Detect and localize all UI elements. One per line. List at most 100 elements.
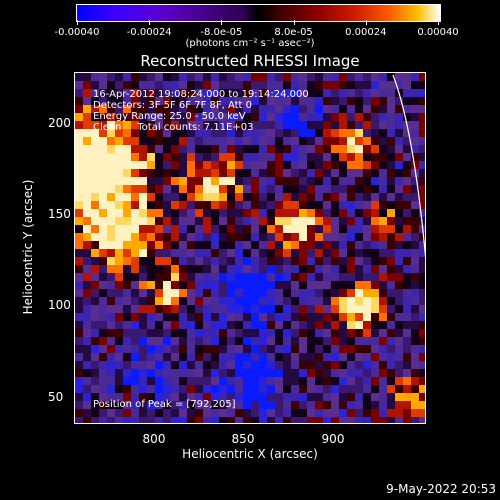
image-pixel: [131, 345, 140, 354]
image-pixel: [283, 297, 292, 306]
image-pixel: [75, 401, 84, 410]
image-pixel: [267, 209, 276, 218]
image-pixel: [395, 121, 404, 130]
image-pixel: [243, 217, 252, 226]
image-pixel: [331, 201, 340, 210]
image-pixel: [75, 289, 84, 298]
image-pixel: [267, 265, 276, 274]
image-pixel: [267, 129, 276, 138]
image-pixel: [251, 121, 260, 130]
image-pixel: [139, 361, 148, 370]
image-pixel: [91, 289, 100, 298]
image-pixel: [419, 321, 425, 330]
image-pixel: [83, 265, 92, 274]
image-pixel: [219, 81, 228, 90]
image-pixel: [315, 313, 324, 322]
image-pixel: [211, 297, 220, 306]
image-pixel: [251, 177, 260, 186]
image-pixel: [107, 273, 116, 282]
image-pixel: [355, 297, 364, 306]
image-pixel: [163, 161, 172, 170]
image-pixel: [243, 345, 252, 354]
image-pixel: [155, 353, 164, 362]
image-pixel: [323, 105, 332, 114]
image-pixel: [219, 201, 228, 210]
image-pixel: [403, 217, 412, 226]
image-pixel: [331, 145, 340, 154]
image-pixel: [203, 361, 212, 370]
image-pixel: [403, 313, 412, 322]
image-pixel: [211, 185, 220, 194]
image-pixel: [403, 201, 412, 210]
image-pixel: [211, 113, 220, 122]
image-pixel: [275, 129, 284, 138]
image-pixel: [91, 89, 100, 98]
image-pixel: [371, 409, 380, 418]
image-pixel: [339, 89, 348, 98]
image-pixel: [331, 377, 340, 386]
image-pixel: [75, 337, 84, 346]
image-pixel: [259, 361, 268, 370]
image-pixel: [267, 137, 276, 146]
image-pixel: [91, 321, 100, 330]
colorbar-units: (photons cm⁻² s⁻¹ asec⁻²): [185, 38, 315, 49]
image-pixel: [155, 417, 164, 423]
image-pixel: [195, 385, 204, 394]
image-pixel: [171, 401, 180, 410]
image-pixel: [363, 217, 372, 226]
image-pixel: [283, 385, 292, 394]
image-pixel: [371, 281, 380, 290]
image-pixel: [403, 257, 412, 266]
image-pixel: [339, 409, 348, 418]
image-pixel: [403, 73, 412, 82]
image-pixel: [235, 169, 244, 178]
image-pixel: [163, 257, 172, 266]
image-pixel: [139, 281, 148, 290]
image-pixel: [131, 233, 140, 242]
image-pixel: [395, 73, 404, 82]
image-pixel: [315, 169, 324, 178]
image-pixel: [187, 169, 196, 178]
image-pixel: [147, 145, 156, 154]
image-pixel: [179, 377, 188, 386]
image-pixel: [419, 241, 425, 250]
image-pixel: [307, 409, 316, 418]
image-pixel: [299, 193, 308, 202]
image-pixel: [371, 161, 380, 170]
image-pixel: [83, 89, 92, 98]
image-pixel: [363, 377, 372, 386]
image-pixel: [363, 265, 372, 274]
image-pixel: [75, 265, 84, 274]
image-pixel: [339, 329, 348, 338]
image-pixel: [219, 321, 228, 330]
image-pixel: [347, 353, 356, 362]
image-pixel: [203, 305, 212, 314]
image-pixel: [363, 385, 372, 394]
image-pixel: [331, 81, 340, 90]
image-pixel: [147, 273, 156, 282]
image-pixel: [387, 313, 396, 322]
image-pixel: [371, 297, 380, 306]
image-pixel: [83, 113, 92, 122]
image-pixel: [219, 169, 228, 178]
x-tick-800: 800: [142, 432, 166, 446]
image-pixel: [307, 105, 316, 114]
image-pixel: [411, 321, 420, 330]
image-pixel: [235, 305, 244, 314]
image-pixel: [99, 265, 108, 274]
image-pixel: [411, 273, 420, 282]
image-pixel: [395, 137, 404, 146]
image-pixel: [347, 345, 356, 354]
colorbar-tick-mark: [77, 20, 78, 25]
image-pixel: [307, 361, 316, 370]
image-pixel: [363, 225, 372, 234]
image-pixel: [331, 97, 340, 106]
image-pixel: [163, 273, 172, 282]
image-pixel: [227, 313, 236, 322]
image-pixel: [75, 201, 84, 210]
image-pixel: [299, 273, 308, 282]
image-pixel: [411, 121, 420, 130]
image-pixel: [107, 193, 116, 202]
image-pixel: [243, 257, 252, 266]
image-pixel: [107, 145, 116, 154]
